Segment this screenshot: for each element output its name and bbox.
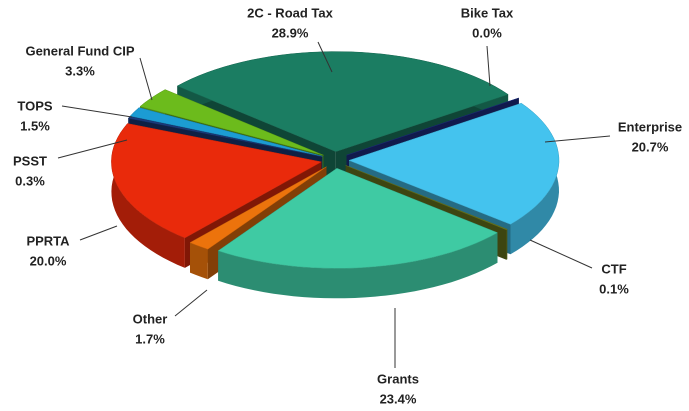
slice-label: 2C - Road Tax	[247, 5, 333, 20]
leader-line	[529, 239, 593, 269]
slice-side	[190, 242, 208, 280]
slice-label: Enterprise	[618, 119, 682, 134]
leader-line	[61, 105, 133, 118]
slice-top	[176, 51, 509, 152]
slice-value-label: 20.7%	[632, 139, 669, 154]
leader-line	[139, 57, 153, 101]
slice-side	[506, 229, 508, 260]
leader-line	[79, 225, 118, 241]
slice-value-label: 1.5%	[20, 118, 50, 133]
slice-label: TOPS	[17, 98, 52, 113]
pie-slice	[217, 168, 499, 299]
slice-top	[345, 165, 508, 231]
slice-label: General Fund CIP	[25, 43, 134, 58]
slice-label: PPRTA	[26, 233, 70, 248]
slice-top	[129, 107, 323, 157]
leader-line	[57, 139, 128, 159]
slice-value-label: 28.9%	[272, 25, 309, 40]
slice-value-label: 0.3%	[15, 173, 45, 188]
slice-top	[127, 116, 323, 157]
slice-top	[111, 123, 323, 239]
slice-side	[111, 123, 185, 268]
slice-top	[348, 102, 560, 225]
slice-value-label: 0.1%	[599, 281, 629, 296]
leader-line	[174, 289, 208, 317]
leader-line	[317, 41, 333, 73]
leader-line	[544, 135, 611, 143]
slice-value-label: 0.0%	[472, 25, 502, 40]
slice-value-label: 23.4%	[380, 391, 417, 406]
slice-label: Bike Tax	[461, 5, 514, 20]
leader-line	[486, 45, 491, 87]
slice-value-label: 3.3%	[65, 63, 95, 78]
slice-wall	[190, 166, 327, 273]
slice-label: CTF	[601, 261, 626, 276]
slice-label: PSST	[13, 153, 47, 168]
slice-top	[346, 97, 519, 156]
slice-value-label: 1.7%	[135, 331, 165, 346]
slice-value-label: 20.0%	[30, 253, 67, 268]
slice-label: Grants	[377, 371, 419, 386]
slice-label: Other	[133, 311, 168, 326]
slice-top	[189, 166, 327, 250]
slice-side	[218, 232, 498, 299]
slice-top	[217, 168, 499, 269]
